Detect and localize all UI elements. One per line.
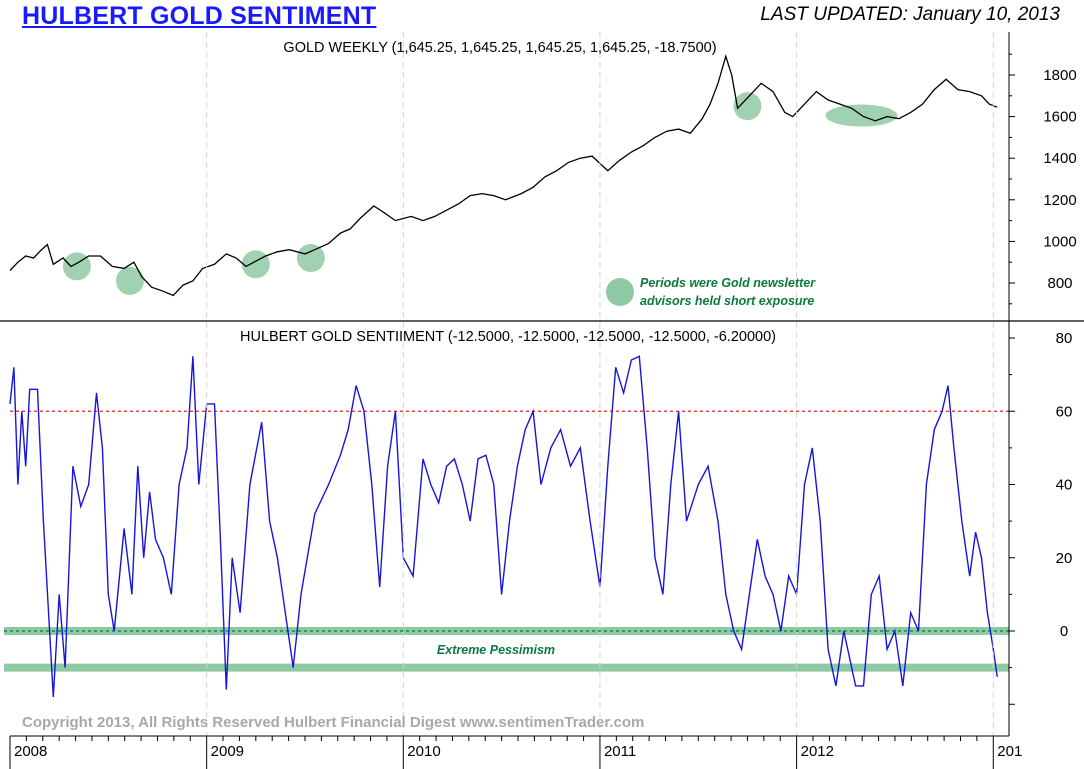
gold-y-tick-label: 1200 <box>1043 192 1076 209</box>
gold-chart-title: GOLD WEEKLY (1,645.25, 1,645.25, 1,645.2… <box>283 40 716 56</box>
sent-y-tick-label: 40 <box>1056 477 1073 494</box>
short-exposure-highlight <box>733 92 762 121</box>
short-exposure-highlight <box>241 250 270 279</box>
legend-text-line2: advisors held short exposure <box>640 294 814 308</box>
copyright-text: Copyright 2013, All Rights Reserved Hulb… <box>22 714 644 731</box>
short-exposure-highlight <box>115 266 144 295</box>
gold-y-tick-label: 1600 <box>1043 109 1076 126</box>
sent-y-tick-label: 60 <box>1056 403 1073 420</box>
legend-swatch <box>606 278 634 306</box>
x-axis: 2008 2009 2010 2011 2012 201 <box>0 32 1084 769</box>
x-tick-label: 2009 <box>211 743 244 760</box>
gold-price-panel: 800 1000 1200 1400 1600 1800 <box>9 53 1077 306</box>
sent-y-tick-label: 20 <box>1056 550 1073 567</box>
gold-y-tick-label: 1400 <box>1043 150 1076 167</box>
x-tick-label: 2011 <box>604 743 636 760</box>
sent-y-tick-label: 80 <box>1056 330 1073 347</box>
x-tick-label: 201 <box>997 743 1022 760</box>
gold-y-tick-label: 800 <box>1047 275 1072 292</box>
x-tick-label: 2012 <box>801 743 834 760</box>
gold-y-tick-label: 1800 <box>1043 67 1076 84</box>
short-exposure-highlight <box>296 244 325 273</box>
sentiment-line <box>9 355 998 697</box>
zero-band <box>4 627 1009 635</box>
extreme-pessimism-label: Extreme Pessimism <box>437 643 555 657</box>
legend-text-line1: Periods were Gold newsletter <box>640 276 816 290</box>
sentiment-panel: 0 20 40 60 80 <box>4 330 1073 705</box>
gold-price-line <box>9 54 998 297</box>
extreme-pessimism-band <box>4 663 1009 672</box>
x-tick-label: 2008 <box>14 743 47 760</box>
sent-y-tick-label: 0 <box>1060 623 1068 640</box>
x-tick-label: 2010 <box>407 743 440 760</box>
last-updated-label: LAST UPDATED: January 10, 2013 <box>760 4 1060 25</box>
page-title: HULBERT GOLD SENTIMENT <box>22 2 377 30</box>
gold-y-tick-label: 1000 <box>1043 233 1076 250</box>
sentiment-chart-title: HULBERT GOLD SENTIIMENT (-12.5000, -12.5… <box>240 329 776 345</box>
